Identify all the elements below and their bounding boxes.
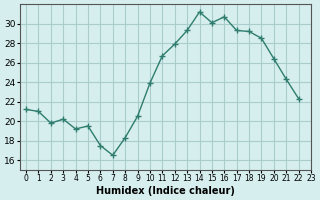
X-axis label: Humidex (Indice chaleur): Humidex (Indice chaleur) xyxy=(96,186,235,196)
